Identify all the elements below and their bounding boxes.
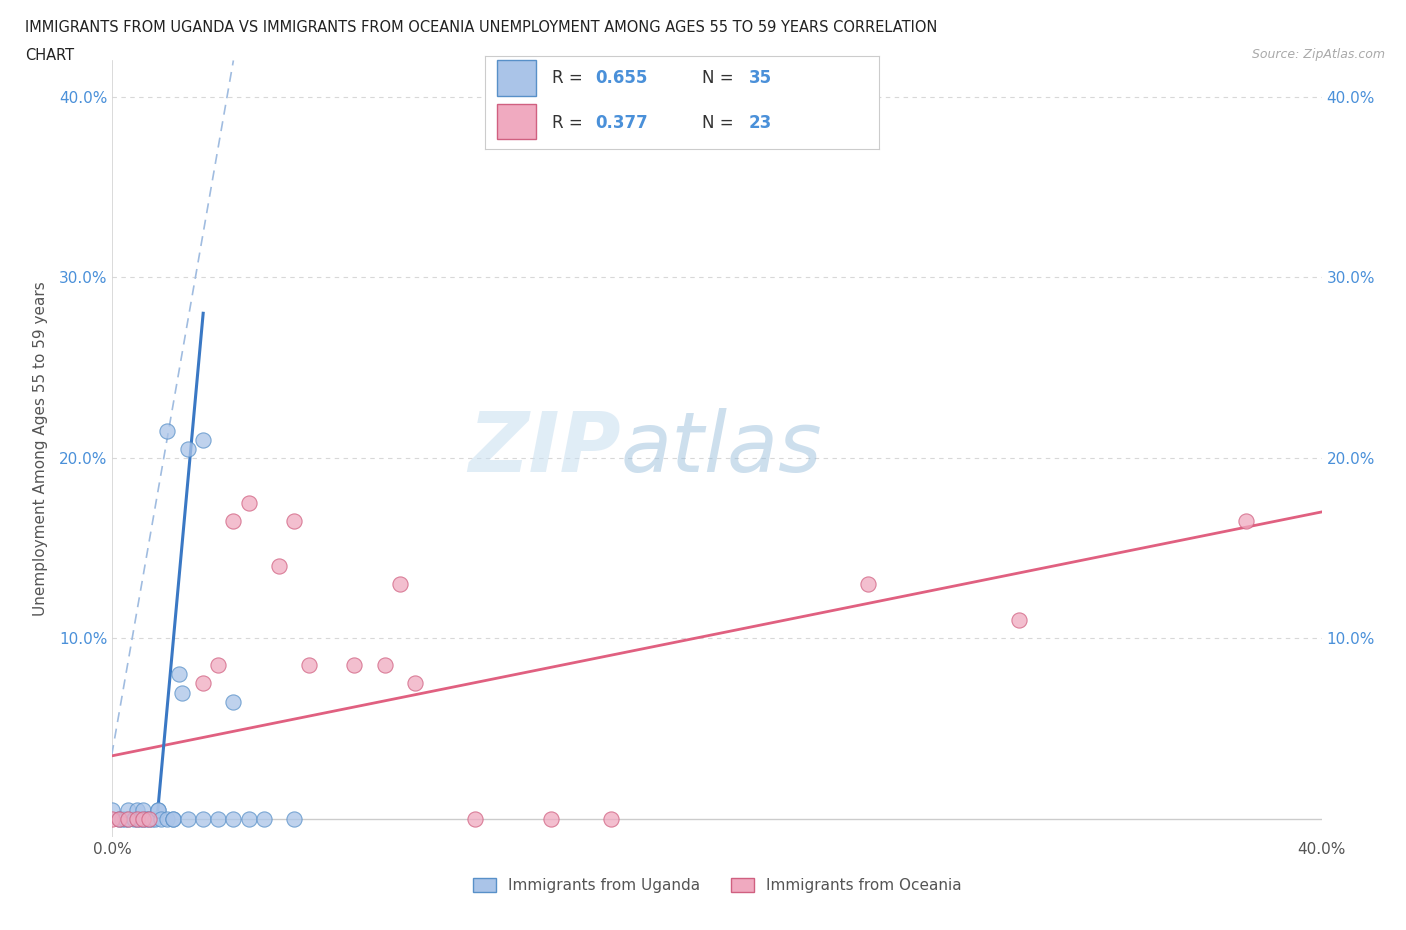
Point xyxy=(298,658,321,673)
Point xyxy=(191,432,214,447)
Text: N =: N = xyxy=(702,113,738,132)
Point xyxy=(1008,613,1031,628)
Point xyxy=(167,667,190,682)
Text: atlas: atlas xyxy=(620,408,823,489)
Point xyxy=(135,812,157,827)
Point xyxy=(404,676,426,691)
Text: R =: R = xyxy=(553,69,588,87)
Point xyxy=(132,803,155,817)
Point xyxy=(143,812,166,827)
Point xyxy=(132,812,155,827)
Point xyxy=(146,803,169,817)
Point xyxy=(540,812,562,827)
Point xyxy=(107,812,129,827)
Point xyxy=(1234,513,1257,528)
Point xyxy=(117,812,139,827)
Legend: Immigrants from Uganda, Immigrants from Oceania: Immigrants from Uganda, Immigrants from … xyxy=(467,872,967,899)
Point xyxy=(856,577,880,591)
Point xyxy=(125,812,148,827)
Point xyxy=(464,812,486,827)
Point xyxy=(107,812,129,827)
Point xyxy=(125,812,148,827)
Point xyxy=(128,812,150,827)
Point xyxy=(162,812,184,827)
Point xyxy=(156,423,179,438)
Point xyxy=(267,559,290,574)
Point xyxy=(207,812,229,827)
Point xyxy=(207,658,229,673)
Text: 35: 35 xyxy=(749,69,772,87)
Point xyxy=(132,812,155,827)
FancyBboxPatch shape xyxy=(496,104,536,140)
Text: N =: N = xyxy=(702,69,738,87)
Text: CHART: CHART xyxy=(25,48,75,63)
Point xyxy=(156,812,179,827)
Point xyxy=(141,812,163,827)
Point xyxy=(114,812,136,827)
Point xyxy=(122,812,145,827)
Point xyxy=(238,812,260,827)
Point xyxy=(191,812,214,827)
Point xyxy=(177,812,200,827)
Point xyxy=(117,812,139,827)
Text: Source: ZipAtlas.com: Source: ZipAtlas.com xyxy=(1251,48,1385,61)
Point xyxy=(170,685,193,700)
Text: R =: R = xyxy=(553,113,588,132)
Text: 0.377: 0.377 xyxy=(595,113,648,132)
Point xyxy=(101,803,124,817)
Point xyxy=(149,812,172,827)
Text: 0.655: 0.655 xyxy=(595,69,648,87)
Point xyxy=(101,812,124,827)
Text: ZIP: ZIP xyxy=(468,408,620,489)
Point xyxy=(253,812,276,827)
FancyBboxPatch shape xyxy=(496,60,536,96)
Point xyxy=(138,812,160,827)
Point xyxy=(283,513,305,528)
Y-axis label: Unemployment Among Ages 55 to 59 years: Unemployment Among Ages 55 to 59 years xyxy=(32,282,48,616)
Text: 23: 23 xyxy=(749,113,772,132)
Point xyxy=(125,803,148,817)
Point xyxy=(117,803,139,817)
Point xyxy=(162,812,184,827)
Point xyxy=(283,812,305,827)
Point xyxy=(238,496,260,511)
Point xyxy=(110,812,132,827)
Point xyxy=(177,442,200,457)
Point xyxy=(138,812,160,827)
Point xyxy=(343,658,366,673)
Point xyxy=(388,577,411,591)
Point xyxy=(222,513,245,528)
Point xyxy=(374,658,396,673)
Point xyxy=(600,812,623,827)
Point xyxy=(222,694,245,709)
Point xyxy=(146,803,169,817)
Point xyxy=(222,812,245,827)
Point xyxy=(191,676,214,691)
Text: IMMIGRANTS FROM UGANDA VS IMMIGRANTS FROM OCEANIA UNEMPLOYMENT AMONG AGES 55 TO : IMMIGRANTS FROM UGANDA VS IMMIGRANTS FRO… xyxy=(25,20,938,35)
